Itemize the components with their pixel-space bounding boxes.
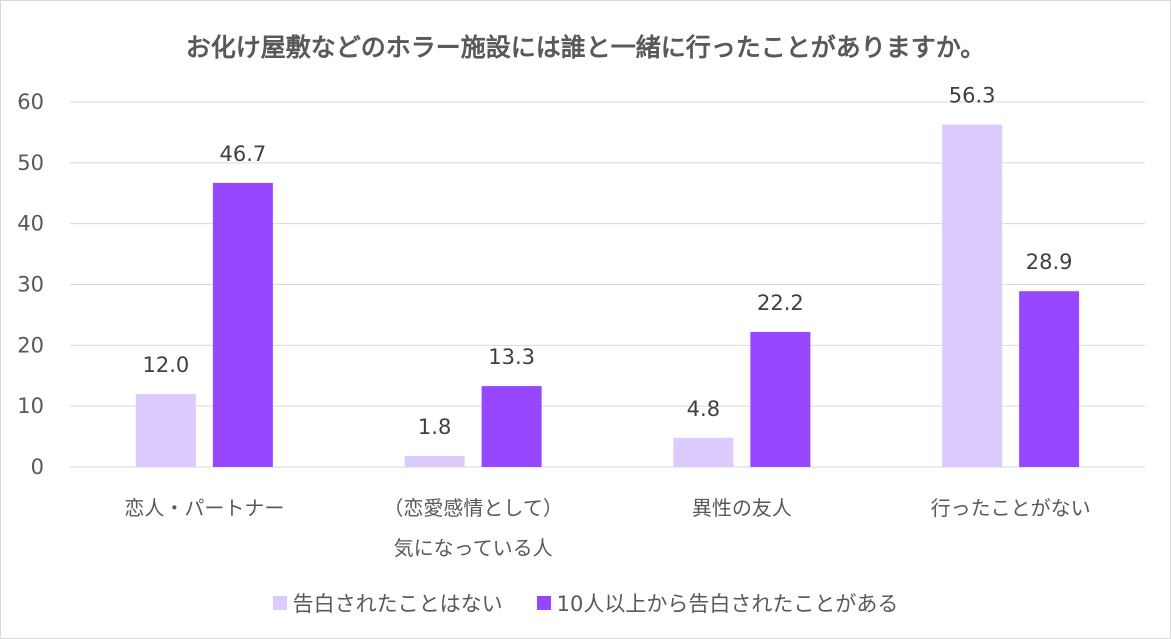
bar: [212, 182, 273, 468]
bar: [673, 437, 734, 467]
legend-item-series-1: 告白されたことはない: [272, 588, 503, 618]
y-tick-label: 30: [17, 273, 44, 297]
x-tick-label: （恋愛感情として）: [383, 496, 562, 520]
bar: [750, 331, 811, 467]
data-label: 4.8: [687, 397, 720, 421]
data-label: 46.7: [219, 142, 266, 166]
data-label: 28.9: [1026, 250, 1073, 274]
y-tick-label: 50: [17, 151, 44, 175]
legend-label-series-1: 告白されたことはない: [292, 592, 503, 616]
y-tick-label: 0: [31, 455, 44, 479]
y-tick-label: 10: [17, 394, 44, 418]
y-tick-label: 60: [17, 90, 44, 114]
x-tick-label: 異性の友人: [692, 496, 792, 520]
legend-swatch-series-2: [536, 596, 551, 610]
legend: 告白されたことはない 10人以上から告白されたことがある: [0, 588, 1171, 618]
bar: [481, 386, 542, 467]
data-label: 1.8: [418, 415, 451, 439]
y-tick-label: 20: [17, 333, 44, 357]
bar: [404, 456, 465, 467]
y-tick-label: 40: [17, 212, 44, 236]
x-tick-label: 気になっている人: [394, 536, 553, 560]
legend-swatch-series-1: [272, 596, 287, 610]
data-label: 13.3: [488, 345, 535, 369]
bar: [942, 124, 1003, 467]
data-label: 56.3: [949, 84, 996, 108]
data-label: 12.0: [142, 353, 189, 377]
x-tick-label: 行ったことがない: [931, 496, 1091, 520]
data-label: 22.2: [757, 291, 804, 315]
legend-label-series-2: 10人以上から告白されたことがある: [556, 592, 899, 616]
bar: [135, 394, 196, 467]
chart-title: お化け屋敷などのホラー施設には誰と一緒に行ったことがありますか。: [185, 33, 986, 62]
bar: [1019, 291, 1080, 467]
legend-item-series-2: 10人以上から告白されたことがある: [536, 588, 899, 618]
x-tick-label: 恋人・パートナー: [124, 496, 284, 520]
